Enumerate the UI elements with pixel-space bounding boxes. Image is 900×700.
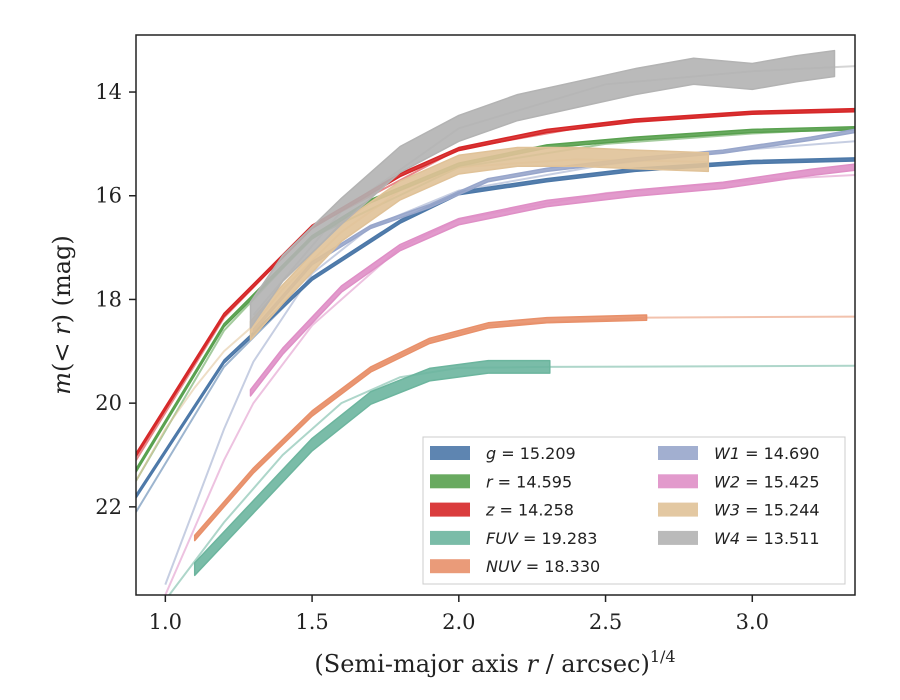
- data-band-w3: [249, 146, 710, 341]
- x-tick-label: 1.0: [149, 610, 182, 634]
- data-band-w4: [249, 49, 836, 329]
- x-ticks: 1.0 1.5 2.0 2.5 3.0: [149, 595, 769, 634]
- y-axis-label: m(< r) (mag): [48, 235, 76, 395]
- legend-item-w3: W3 = 15.244: [658, 501, 820, 520]
- legend-item-z: z = 14.258: [430, 501, 574, 520]
- y-tick-label: 16: [95, 184, 122, 208]
- legend-item-fuv: FUV = 19.283: [430, 529, 597, 548]
- x-tick-label: 3.0: [736, 610, 769, 634]
- y-tick-label: 20: [95, 391, 122, 415]
- legend-swatch: [658, 474, 698, 489]
- legend-item-g: g = 15.209: [430, 444, 576, 463]
- x-tick-label: 2.0: [442, 610, 475, 634]
- legend-swatch: [430, 474, 470, 489]
- legend-item-r: r = 14.595: [430, 472, 572, 491]
- legend-label: W3 = 15.244: [714, 501, 820, 520]
- legend-item-nuv: NUV = 18.330: [430, 557, 600, 576]
- legend-item-w2: W2 = 15.425: [658, 472, 820, 491]
- legend-swatch: [430, 502, 470, 517]
- legend-swatch: [658, 446, 698, 460]
- y-ticks: 14 16 18 20 22: [95, 80, 136, 519]
- legend-swatch: [430, 446, 470, 460]
- legend-label: W2 = 15.425: [714, 472, 820, 491]
- y-tick-label: 18: [95, 287, 122, 311]
- legend-label: FUV = 19.283: [486, 529, 597, 548]
- x-tick-label: 2.5: [589, 610, 622, 634]
- legend-frame: [422, 436, 846, 585]
- legend-item-w1: W1 = 14.690: [658, 444, 820, 463]
- data-bands: [136, 49, 855, 577]
- data-band-w1: [252, 128, 855, 333]
- legend-label: W1 = 14.690: [714, 444, 820, 463]
- legend-item-w4: W4 = 13.511: [658, 529, 820, 548]
- legend-label: NUV = 18.330: [486, 557, 600, 576]
- plot-frame: [135, 34, 856, 596]
- legend: g = 15.209 r = 14.595 z = 14.258 FUV = 19.2…: [422, 436, 846, 585]
- legend-swatch: [430, 559, 470, 574]
- data-band-g: [136, 157, 855, 499]
- legend-label: g = 15.209: [486, 444, 576, 463]
- legend-label: z = 14.258: [485, 501, 574, 520]
- y-tick-label: 14: [95, 80, 122, 104]
- legend-swatch: [430, 530, 470, 545]
- x-tick-label: 1.5: [295, 610, 328, 634]
- y-tick-label: 22: [95, 495, 122, 519]
- legend-label: r = 14.595: [486, 472, 572, 491]
- legend-swatch: [658, 530, 698, 545]
- legend-swatch: [658, 502, 698, 517]
- x-axis-label: (Semi-major axis r / arcsec)1/4: [314, 647, 675, 678]
- legend-label: W4 = 13.511: [714, 529, 820, 548]
- data-band-w2: [249, 163, 855, 397]
- data-band-nuv: [193, 314, 648, 542]
- data-band-fuv: [193, 359, 551, 577]
